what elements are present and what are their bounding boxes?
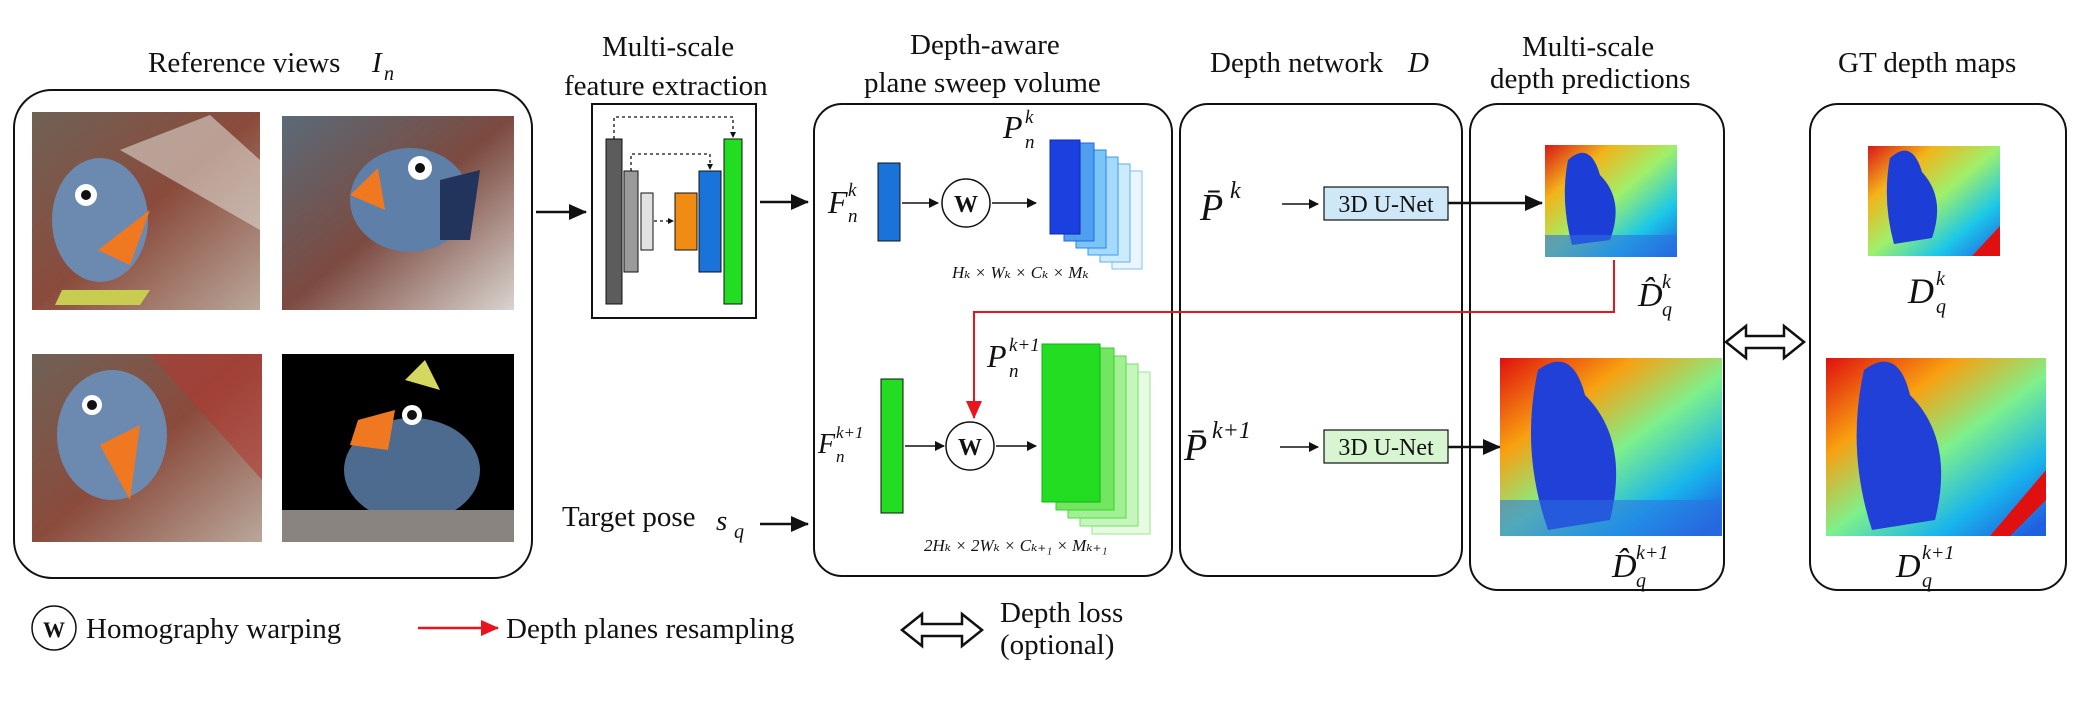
pbar-k1-sup: k+1 [1212,418,1251,444]
pred-depth-map-k [1545,145,1677,257]
legend-warp-icon-label: W [43,617,65,642]
gt-k-sub: q [1936,296,1946,318]
encoder-layer-1 [605,138,623,305]
psv-feature-k-sup: k [848,180,857,201]
pred-box [1469,103,1725,591]
psv-title-line1: Depth-aware [910,29,1060,61]
warp-node-k1 [945,421,995,471]
psv-feature-k-label: F [827,184,848,220]
psv-title-line2: plane sweep volume [864,67,1101,99]
pred-title-line1: Multi-scale [1522,31,1654,63]
target-pose-math: s [716,505,727,537]
gt-k-sup: k [1936,268,1946,290]
resampling-arrow[interactable] [966,260,1615,419]
reference-title-math: I [371,47,383,79]
psv-volume-k1-label: P [986,338,1007,374]
gt-k1-sup: k+1 [1922,542,1954,564]
reference-views-box [13,89,533,579]
target-pose-label: Target pose [562,501,696,533]
legend-loss-line1: Depth loss [1000,597,1123,629]
decoder-layer-blue [698,170,722,273]
skip-connections [613,116,734,222]
decoder-layer-orange [674,192,698,251]
reference-image-2 [282,116,514,310]
psv-feature-k1-label: F [817,429,836,460]
pred-k1-sub: q [1636,570,1646,592]
pbar-k1-label: P̄ [1183,427,1207,469]
warp-node-k [941,178,991,228]
pred-depth-map-k1 [1500,358,1722,536]
psv-volume-k1-sup: k+1 [1009,335,1040,356]
unet-k-label: 3D U-Net [1338,192,1434,218]
encoder-layer-3 [640,192,654,251]
psv-box [813,103,1173,577]
gt-depth-map-k1 [1826,358,2046,536]
psv-volume-k [1049,139,1143,270]
psv-volume-k-label: P [1002,109,1023,145]
legend-warp-icon [31,605,77,651]
warp-node-k-label: W [954,192,978,218]
warp-node-k1-label: W [958,435,982,461]
pred-gt-loss-arrow [1723,323,1807,361]
psv-dims-k1: 2Hₖ × 2Wₖ × Cₖ₊₁ × Mₖ₊₁ [924,536,1107,555]
gt-depth-map-k [1868,146,2000,256]
depthnet-title-math: D [1407,47,1429,79]
gt-k1-label: D [1895,548,1921,585]
feature-extraction-box [591,103,757,319]
unet-k1-label: 3D U-Net [1338,435,1434,461]
gt-box [1809,103,2067,591]
legend-loss-arrow [899,611,985,649]
legend-resampling: Depth planes resampling [506,613,794,645]
psv-feature-k-bar [877,162,901,242]
reference-image-1 [32,112,260,310]
psv-volume-k1-sub: n [1009,361,1019,382]
psv-volume-k1 [1041,343,1151,535]
pred-k1-sup: k+1 [1636,542,1668,564]
legend-loss-line2: (optional) [1000,629,1114,661]
feature-title-line1: Multi-scale [602,31,734,63]
pbar-k-label: P̄ [1199,187,1223,229]
encoder-layer-2 [623,170,639,273]
unet-k [1323,186,1449,221]
gt-k1-sub: q [1922,570,1932,592]
decoder-layer-green [723,138,743,305]
psv-feature-k1-bar [880,378,904,514]
pred-k1-label: D̂ [1611,547,1637,585]
psv-volume-k-sub: n [1025,132,1035,153]
psv-feature-k1-sub: n [836,447,845,466]
target-pose-sub: q [734,521,744,543]
psv-feature-k-sub: n [848,206,858,227]
gt-title: GT depth maps [1838,47,2016,79]
pbar-k-sup: k [1230,178,1241,204]
gt-k-label: D [1907,271,1934,311]
pred-k-label: D̂ [1637,276,1663,314]
psv-volume-k-sup: k [1025,107,1034,128]
depthnet-box [1179,103,1463,577]
feature-title-line2: feature extraction [564,70,768,102]
reference-title: Reference views [148,47,340,79]
reference-image-4 [282,354,514,542]
pred-k-sub: q [1662,299,1672,321]
unet-k1 [1323,429,1449,464]
legend-homography: Homography warping [86,613,341,645]
pred-title-line2: depth predictions [1490,63,1691,95]
psv-feature-k1-sup: k+1 [836,423,864,442]
pred-k-sup: k [1662,271,1672,293]
psv-dims-k: Hₖ × Wₖ × Cₖ × Mₖ [951,263,1089,282]
reference-title-sub: n [384,63,394,85]
reference-image-3 [32,354,262,542]
depthnet-title: Depth network [1210,47,1384,79]
